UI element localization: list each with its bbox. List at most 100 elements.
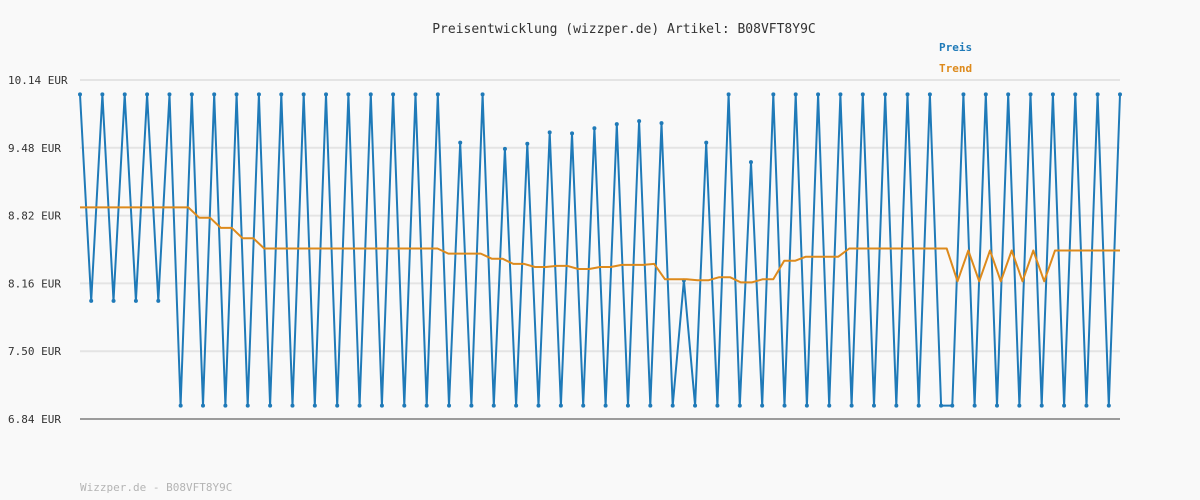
data-point — [178, 403, 183, 408]
data-point — [424, 403, 429, 408]
data-point — [972, 403, 977, 408]
data-point — [670, 403, 675, 408]
data-point — [335, 403, 340, 408]
y-tick-label: 6.84 EUR — [8, 413, 61, 426]
data-point — [782, 403, 787, 408]
data-point — [413, 92, 418, 97]
data-point — [223, 403, 228, 408]
data-point — [659, 121, 664, 126]
data-point — [715, 403, 720, 408]
data-point — [704, 140, 709, 145]
data-point — [379, 403, 384, 408]
data-point — [491, 403, 496, 408]
data-point — [536, 403, 541, 408]
data-point — [268, 403, 273, 408]
data-point — [592, 126, 597, 131]
footer-text: Wizzper.de - B08VFT8Y9C — [80, 481, 232, 494]
data-point — [1006, 92, 1011, 97]
y-tick-label: 10.14 EUR — [8, 74, 68, 87]
data-point — [312, 403, 317, 408]
data-point — [1073, 92, 1078, 97]
data-point — [189, 92, 194, 97]
data-point — [402, 403, 407, 408]
data-point — [614, 122, 619, 127]
data-point — [737, 403, 742, 408]
data-point — [771, 92, 776, 97]
y-tick-label: 8.82 EUR — [8, 210, 61, 223]
series-line-trend — [80, 206, 1120, 284]
data-point — [514, 403, 519, 408]
data-point — [748, 160, 753, 165]
data-point — [133, 298, 138, 303]
data-point — [1118, 92, 1122, 97]
data-point — [849, 403, 854, 408]
data-point — [883, 92, 888, 97]
data-point — [950, 403, 955, 408]
data-point — [1106, 403, 1111, 408]
data-point — [78, 92, 82, 97]
data-point — [625, 403, 630, 408]
data-point — [357, 403, 362, 408]
data-point — [570, 131, 575, 136]
data-point — [256, 92, 261, 97]
data-point — [637, 119, 642, 124]
data-point — [760, 403, 765, 408]
data-point — [435, 92, 440, 97]
data-point — [793, 92, 798, 97]
data-point — [480, 92, 485, 97]
data-point — [279, 92, 284, 97]
data-point — [816, 92, 821, 97]
data-point — [290, 403, 295, 408]
data-point — [156, 298, 161, 303]
data-point — [145, 92, 150, 97]
data-point — [245, 403, 250, 408]
data-point — [1017, 403, 1022, 408]
data-point — [961, 92, 966, 97]
data-point — [860, 92, 865, 97]
data-point — [558, 403, 563, 408]
data-point — [122, 92, 127, 97]
data-point — [983, 92, 988, 97]
data-point — [939, 403, 944, 408]
data-point — [927, 92, 932, 97]
data-point — [212, 92, 217, 97]
data-point — [916, 403, 921, 408]
grid-lines — [80, 79, 1120, 353]
y-tick-label: 9.48 EUR — [8, 142, 61, 155]
data-point — [346, 92, 351, 97]
y-tick-label: 7.50 EUR — [8, 345, 61, 358]
data-point — [581, 403, 586, 408]
data-point — [234, 92, 239, 97]
data-point — [391, 92, 396, 97]
y-axis-ticks: 10.14 EUR 9.48 EUR 8.82 EUR 8.16 EUR 7.50 EU… — [8, 74, 68, 426]
data-point — [502, 146, 507, 151]
data-point — [1050, 92, 1055, 97]
data-point — [324, 92, 329, 97]
data-point — [726, 92, 731, 97]
data-point — [1084, 403, 1089, 408]
legend-trend: Trend — [939, 62, 972, 75]
y-tick-label: 8.16 EUR — [8, 277, 61, 290]
legend-preis: Preis — [939, 41, 972, 54]
data-point — [1062, 403, 1067, 408]
data-point — [167, 92, 172, 97]
data-point — [994, 403, 999, 408]
data-point — [693, 403, 698, 408]
data-point — [100, 92, 105, 97]
data-point — [469, 403, 474, 408]
data-point — [894, 403, 899, 408]
data-point — [804, 403, 809, 408]
series-line-preis — [79, 93, 1121, 407]
data-point — [838, 92, 843, 97]
data-point — [827, 403, 832, 408]
data-point — [447, 403, 452, 408]
chart-title: Preisentwicklung (wizzper.de) Artikel: B… — [432, 22, 816, 37]
data-point — [89, 298, 94, 303]
data-point — [368, 92, 373, 97]
data-point — [458, 140, 463, 145]
series-group — [78, 92, 1122, 408]
data-point — [201, 403, 206, 408]
data-point — [603, 403, 608, 408]
data-point — [525, 141, 530, 146]
